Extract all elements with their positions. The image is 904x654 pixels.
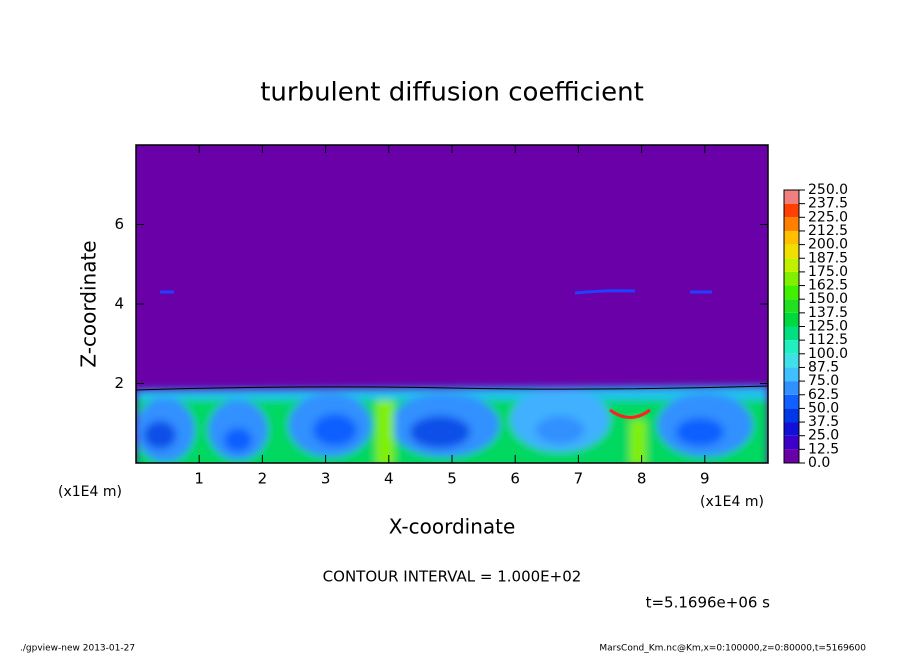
colorbar-label: 162.5 — [808, 278, 848, 294]
colorbar-swatch — [784, 258, 799, 272]
colorbar-label: 150.0 — [808, 291, 848, 307]
colorbar-swatch — [784, 408, 799, 423]
x-tick-label: 8 — [637, 470, 647, 488]
colorbar-swatch — [784, 271, 799, 286]
colorbar-swatch — [784, 381, 799, 395]
x-tick-label: 7 — [574, 470, 584, 488]
x-tick-label: 4 — [384, 470, 394, 488]
colorbar-swatch — [784, 203, 799, 218]
y-tick-label: 2 — [114, 374, 124, 392]
colorbar-label: 112.5 — [808, 332, 848, 348]
y-axis-unit: (x1E4 m) — [58, 484, 122, 500]
y-axis-label: Z-coordinate — [77, 240, 101, 367]
x-tick-label: 5 — [447, 470, 457, 488]
colorbar-swatch — [784, 367, 799, 382]
colorbar-label: 237.5 — [808, 196, 848, 212]
colorbar-swatch — [784, 326, 799, 341]
colorbar-swatch — [784, 422, 799, 436]
colorbar-label: 225.0 — [808, 209, 848, 225]
colorbar-label: 37.5 — [808, 414, 839, 430]
x-tick-label: 6 — [510, 470, 520, 488]
colorbar-swatch — [784, 244, 799, 259]
colorbar-label: 87.5 — [808, 359, 839, 375]
x-tick-label: 2 — [258, 470, 268, 488]
x-axis-label: X-coordinate — [389, 515, 516, 539]
colorbar-swatch — [784, 285, 799, 300]
colorbar-label: 100.0 — [808, 346, 848, 362]
x-tick-label: 9 — [700, 470, 710, 488]
colorbar-swatch — [784, 230, 799, 245]
colorbar-label: 212.5 — [808, 223, 848, 239]
colorbar-label: 137.5 — [808, 305, 848, 321]
footer-right: MarsCond_Km.nc@Km,x=0:100000,z=0:80000,t… — [599, 644, 866, 654]
colorbar-swatch — [784, 299, 799, 313]
y-tick-label: 4 — [114, 295, 124, 313]
colorbar-swatch — [784, 340, 799, 354]
colorbar-swatch — [784, 449, 799, 463]
colorbar-label: 250.0 — [808, 182, 848, 198]
x-tick-label: 3 — [321, 470, 331, 488]
colorbar-swatch — [784, 217, 799, 231]
colorbar-swatch — [784, 312, 799, 327]
contour-interval: CONTOUR INTERVAL = 1.000E+02 — [323, 568, 582, 586]
colorbar-swatch — [784, 353, 799, 368]
colorbar-label: 175.0 — [808, 264, 848, 280]
colorbar-swatch — [784, 394, 799, 409]
colorbar-label: 125.0 — [808, 319, 848, 335]
colorbar-label: 62.5 — [808, 387, 839, 403]
colorbar-label: 50.0 — [808, 400, 839, 416]
colorbar-label: 0.0 — [808, 455, 830, 471]
colorbar-swatch — [784, 435, 799, 450]
footer-left: ./gpview-new 2013-01-27 — [20, 644, 135, 654]
colorbar-label: 12.5 — [808, 441, 839, 457]
colorbar-label: 200.0 — [808, 237, 848, 253]
contour-field — [136, 145, 768, 463]
y-tick-label: 6 — [114, 215, 124, 233]
chart-title: turbulent diffusion coefficient — [260, 78, 644, 108]
x-axis-unit: (x1E4 m) — [700, 494, 764, 510]
x-tick-label: 1 — [194, 470, 204, 488]
colorbar-label: 187.5 — [808, 250, 848, 266]
time-label: t=5.1696e+06 s — [646, 594, 771, 612]
colorbar-swatch — [784, 190, 799, 204]
colorbar-label: 75.0 — [808, 373, 839, 389]
colorbar-label: 25.0 — [808, 428, 839, 444]
